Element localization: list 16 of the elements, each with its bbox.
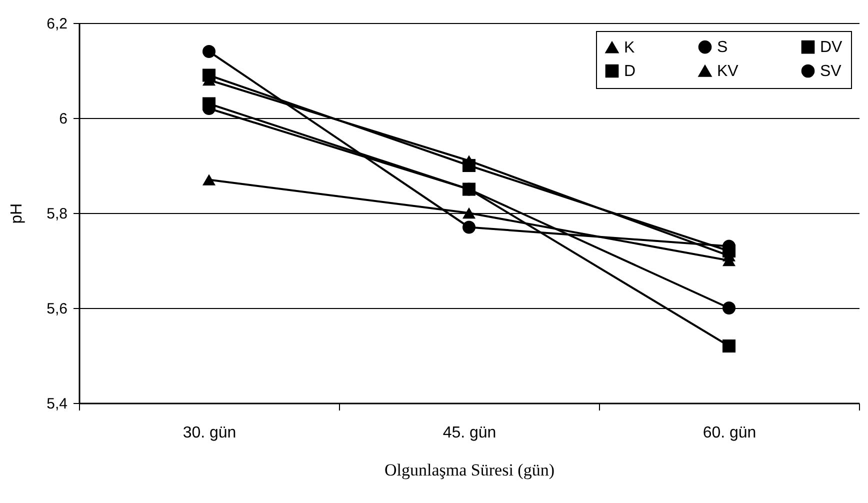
legend-label: K	[624, 39, 635, 56]
y-tick-label: 5,6	[46, 300, 68, 318]
x-tick-label: 45. gün	[442, 424, 496, 442]
legend-label: DV	[820, 39, 843, 56]
x-tick-label: 60. gün	[702, 424, 756, 442]
y-tick-label: 5,4	[46, 396, 68, 412]
y-tick-label: 6	[59, 110, 68, 128]
legend-label: KV	[717, 63, 739, 80]
legend-label: S	[717, 39, 728, 56]
legend-label: D	[624, 63, 636, 80]
y-axis-title: pH	[8, 203, 26, 224]
x-tick-label: 30. gün	[182, 424, 236, 442]
x-axis-title: Olgunlaşma Süresi (gün)	[384, 460, 554, 480]
legend-label: SV	[820, 63, 842, 80]
y-tick-label: 5,8	[46, 206, 68, 222]
y-tick-label: 6,2	[46, 16, 68, 32]
